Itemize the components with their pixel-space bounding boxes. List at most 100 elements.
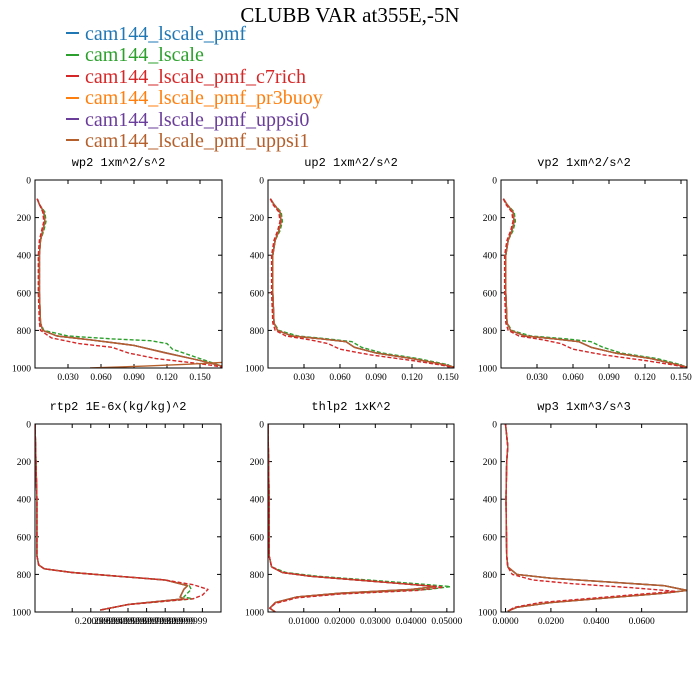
x-tick-label: 0.899999: [159, 617, 195, 627]
series-group: [36, 198, 222, 368]
legend-item: cam144_lscale: [66, 45, 323, 66]
series-line: [504, 424, 687, 612]
y-tick-label: 1000: [245, 609, 264, 619]
series-line: [36, 198, 222, 367]
series-line: [36, 198, 222, 367]
legend-swatch: [66, 75, 79, 78]
x-tick-label: 0.060: [329, 373, 351, 383]
series-line: [502, 198, 687, 368]
y-tick-label: 200: [17, 458, 32, 468]
plot-frame: [500, 423, 688, 613]
legend-swatch: [66, 139, 79, 142]
legend-swatch: [66, 32, 79, 35]
series-line: [35, 424, 189, 611]
legend-label: cam144_lscale_pmf_uppsi1: [85, 129, 310, 152]
x-tick-label: 0.150: [437, 373, 459, 383]
chart-panel: rtp2 1E-6x(kg/kg)^2 0 200 400 600 800 1000 0.20…: [12, 400, 222, 627]
plot-frame: [34, 179, 223, 369]
y-tick-label: 0: [492, 421, 497, 431]
y-tick-label: 0: [26, 177, 31, 187]
series-line: [269, 198, 454, 368]
legend-item: cam144_lscale_pmf_uppsi0: [66, 108, 323, 131]
y-tick-label: 0: [492, 177, 497, 187]
legend-item: cam144_lscale_pmf: [66, 23, 323, 45]
x-tick-label: 0.599999: [123, 617, 159, 627]
y-tick-label: 400: [250, 496, 265, 506]
series-line: [36, 198, 222, 367]
legend-label: cam144_lscale_pmf: [85, 23, 247, 45]
y-tick-label: 800: [250, 327, 265, 337]
legend-label: cam144_lscale_pmf_pr3buoy: [85, 87, 323, 110]
legend-label: cam144_lscale: [85, 44, 204, 67]
series-line: [89, 361, 222, 368]
y-tick-label: 600: [250, 289, 265, 299]
y-tick-label: 1000: [478, 365, 497, 375]
chart-panel: up2 1xm^2/s^2 0 200 400 600 800 1000 0.030 0.060…: [245, 156, 459, 383]
panel-title: thlp2 1xK^2: [311, 400, 390, 414]
series-line: [502, 198, 687, 368]
x-tick-label: 0.060: [90, 373, 112, 383]
series-line: [504, 424, 687, 612]
x-tick-label: 0.0400: [583, 617, 609, 627]
x-tick-label: 0.499999: [111, 617, 147, 627]
series-line: [502, 198, 687, 368]
plot-frame: [267, 179, 455, 369]
series-line: [504, 424, 687, 612]
series-line: [35, 424, 189, 611]
series-line: [268, 424, 452, 612]
x-tick-label: 0.030: [526, 373, 548, 383]
series-line: [502, 198, 687, 368]
legend-swatch: [66, 53, 79, 56]
x-tick-label: 0.02000: [324, 617, 355, 627]
series-line: [269, 198, 454, 368]
panel-title: wp3 1xm^3/s^3: [537, 400, 631, 414]
y-tick-label: 200: [483, 214, 498, 224]
x-tick-label: 0.299999: [87, 617, 123, 627]
x-tick-label: 0.120: [156, 373, 178, 383]
series-group: [268, 424, 452, 612]
y-tick-label: 200: [250, 214, 265, 224]
series-line: [36, 198, 222, 368]
x-tick-label: 0.090: [598, 373, 620, 383]
chart-panel: vp2 1xm^2/s^2 0 200 400 600 800 1000 0.030 0.060…: [478, 156, 692, 383]
x-tick-label: 0.999999: [172, 617, 208, 627]
y-tick-label: 800: [17, 571, 32, 581]
x-tick-label: 0.030: [57, 373, 79, 383]
x-tick-label: 0.399999: [99, 617, 135, 627]
x-tick-label: 0.200000: [75, 617, 111, 627]
series-line: [268, 424, 444, 612]
series-line: [502, 198, 687, 368]
y-tick-label: 0: [259, 421, 264, 431]
chart-panel: wp2 1xm^2/s^2 0 200 400 600 800 1000 0.030 0.060…: [12, 156, 223, 383]
y-tick-label: 800: [250, 571, 265, 581]
y-tick-label: 400: [483, 496, 498, 506]
panel-title: vp2 1xm^2/s^2: [537, 156, 631, 170]
series-group: [269, 198, 454, 368]
x-tick-label: 0.120: [634, 373, 656, 383]
series-line: [504, 424, 687, 612]
series-group: [35, 424, 209, 611]
y-tick-label: 0: [259, 177, 264, 187]
x-tick-label: 0.0000: [492, 617, 518, 627]
legend-label: cam144_lscale_pmf_c7rich: [85, 65, 307, 88]
x-tick-label: 0.699999: [135, 617, 171, 627]
panel-title: wp2 1xm^2/s^2: [72, 156, 166, 170]
series-group: [504, 424, 687, 612]
series-line: [269, 198, 454, 368]
legend-item: cam144_lscale_pmf_c7rich: [66, 65, 323, 88]
y-tick-label: 800: [17, 327, 32, 337]
series-line: [35, 424, 194, 611]
panel-title: rtp2 1E-6x(kg/kg)^2: [50, 400, 187, 414]
legend-item: cam144_lscale_pmf_uppsi1: [66, 129, 323, 152]
legend-label: cam144_lscale_pmf_uppsi0: [85, 108, 310, 131]
series-line: [269, 198, 454, 368]
y-tick-label: 400: [17, 496, 32, 506]
y-tick-label: 400: [483, 252, 498, 262]
legend: cam144_lscale_pmf cam144_lscale cam144_l…: [66, 23, 323, 152]
legend-swatch: [66, 96, 79, 99]
legend-swatch: [66, 117, 79, 120]
x-tick-label: 0.150: [189, 373, 211, 383]
x-tick-label: 0.150: [670, 373, 692, 383]
